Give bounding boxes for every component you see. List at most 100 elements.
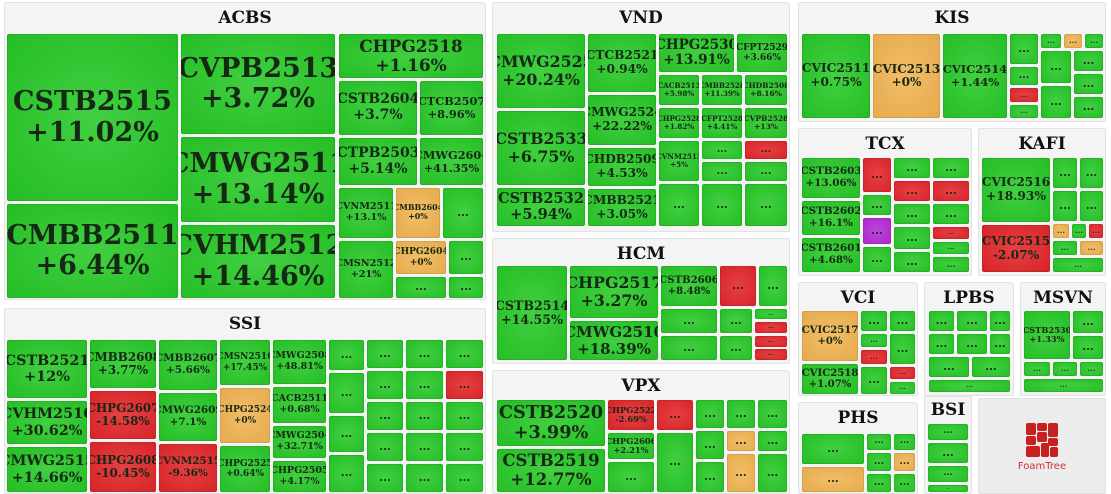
tile[interactable]: ... bbox=[755, 322, 787, 333]
tile[interactable]: CMWG2525+20.24% bbox=[497, 34, 585, 108]
tile[interactable]: ... bbox=[367, 402, 403, 430]
tile[interactable]: ... bbox=[863, 218, 891, 244]
tile[interactable]: CHPG2524 +0% bbox=[220, 388, 270, 443]
tile[interactable]: ... bbox=[894, 181, 930, 201]
tile[interactable]: ... bbox=[929, 357, 969, 377]
tile[interactable]: ... bbox=[659, 184, 699, 226]
tile[interactable]: ... bbox=[1041, 51, 1071, 83]
tile[interactable]: CVHM2516+30.62% bbox=[7, 401, 87, 444]
tile[interactable]: ... bbox=[446, 371, 483, 399]
tile[interactable]: ... bbox=[1064, 34, 1082, 48]
tile[interactable]: ... bbox=[1089, 224, 1103, 238]
tile[interactable]: ... bbox=[406, 464, 443, 492]
tile[interactable]: CTCB2507 +8.96% bbox=[420, 81, 483, 135]
tile[interactable]: ... bbox=[696, 400, 724, 428]
tile[interactable]: ... bbox=[1080, 362, 1103, 376]
tile[interactable]: ... bbox=[863, 247, 891, 272]
tile[interactable]: ... bbox=[696, 462, 724, 492]
tile[interactable]: ... bbox=[1074, 51, 1103, 71]
tile[interactable]: CSTB2601 +4.68% bbox=[802, 238, 860, 272]
tile[interactable]: CHDB2509 +4.53% bbox=[588, 148, 656, 186]
tile[interactable]: ... bbox=[1080, 158, 1103, 188]
tile[interactable]: ... bbox=[657, 400, 693, 430]
tile[interactable]: ... bbox=[1010, 67, 1038, 85]
tile[interactable]: CVIC2516 +18.93% bbox=[982, 158, 1050, 222]
tile[interactable]: ... bbox=[933, 204, 969, 224]
tile[interactable]: CVIC2518 +1.07% bbox=[802, 364, 858, 394]
tile[interactable]: ... bbox=[894, 453, 915, 471]
tile[interactable]: ... bbox=[367, 340, 403, 368]
tile[interactable]: ... bbox=[929, 311, 954, 331]
tile[interactable]: ... bbox=[720, 266, 756, 306]
tile[interactable]: ... bbox=[758, 400, 787, 428]
tile[interactable]: CMWG2504+32.71% bbox=[273, 426, 326, 458]
tile[interactable]: CMWG2609+7.1% bbox=[159, 393, 217, 441]
tile[interactable]: CSTB2532 +5.94% bbox=[497, 188, 585, 226]
tile[interactable]: ... bbox=[1080, 241, 1103, 255]
tile[interactable]: CMBB2511 +6.44% bbox=[7, 204, 178, 298]
tile[interactable]: ... bbox=[702, 162, 742, 181]
tile[interactable]: ... bbox=[449, 277, 483, 298]
tile[interactable]: ... bbox=[1024, 379, 1103, 392]
tile[interactable]: ... bbox=[755, 349, 787, 360]
tile[interactable]: CHPG2530 +13.91% bbox=[659, 34, 734, 72]
tile[interactable]: ... bbox=[406, 340, 443, 368]
tile[interactable]: CHPG2517 +3.27% bbox=[570, 266, 658, 318]
tile[interactable]: ... bbox=[1073, 311, 1103, 333]
tile[interactable]: CMBB2607+5.66% bbox=[159, 340, 217, 390]
tile[interactable]: ... bbox=[933, 181, 969, 201]
tile[interactable]: ... bbox=[1010, 88, 1038, 102]
tile[interactable]: ... bbox=[957, 311, 987, 331]
tile[interactable]: CSTB2530 +1.33% bbox=[1024, 311, 1070, 359]
tile[interactable]: CVPB2528 +13% bbox=[745, 108, 787, 138]
tile[interactable]: ... bbox=[894, 204, 930, 224]
tile[interactable]: ... bbox=[367, 464, 403, 492]
tile[interactable]: ... bbox=[933, 227, 969, 239]
tile[interactable]: ... bbox=[608, 462, 654, 492]
tile[interactable]: ... bbox=[661, 336, 717, 360]
tile[interactable]: ... bbox=[972, 357, 1010, 377]
tile[interactable]: ... bbox=[696, 431, 724, 459]
tile[interactable]: ... bbox=[720, 336, 752, 360]
tile[interactable]: ... bbox=[933, 257, 969, 272]
tile[interactable]: ... bbox=[863, 158, 891, 192]
tile[interactable]: ... bbox=[329, 455, 364, 492]
tile[interactable]: ... bbox=[863, 195, 891, 215]
tile[interactable]: CHDB2508 +8.16% bbox=[745, 75, 787, 105]
tile[interactable]: ... bbox=[894, 158, 930, 178]
tile[interactable]: CHPG2607 -14.58% bbox=[90, 391, 156, 439]
tile[interactable]: ... bbox=[329, 416, 364, 452]
tile[interactable]: ... bbox=[702, 184, 742, 226]
tile[interactable]: ... bbox=[727, 400, 755, 428]
tile[interactable]: CVNM2511+13.1% bbox=[339, 188, 393, 238]
tile[interactable]: CACB2513 +5.98% bbox=[659, 75, 699, 105]
tile[interactable]: ... bbox=[894, 252, 930, 272]
tile[interactable]: ... bbox=[867, 434, 891, 450]
tile[interactable]: CVPB2513 +3.72% bbox=[181, 34, 335, 134]
tile[interactable]: ... bbox=[929, 380, 1010, 392]
tile[interactable]: CMBB2608+3.77% bbox=[90, 340, 156, 388]
tile[interactable]: ... bbox=[755, 336, 787, 347]
tile[interactable]: CMWG2524+22.22% bbox=[588, 95, 656, 145]
tile[interactable]: ... bbox=[890, 334, 915, 364]
tile[interactable]: CSTB2515 +11.02% bbox=[7, 34, 178, 201]
tile[interactable]: ... bbox=[867, 453, 891, 471]
tile[interactable]: ... bbox=[727, 431, 755, 451]
tile[interactable]: CVNM2513+5% bbox=[659, 141, 699, 181]
tile[interactable]: CHPG2528 +1.82% bbox=[659, 108, 699, 138]
tile[interactable]: ... bbox=[1073, 336, 1103, 359]
tile[interactable]: ... bbox=[1072, 224, 1086, 238]
tile[interactable]: CSTB2520 +3.99% bbox=[497, 400, 605, 446]
tile[interactable]: ... bbox=[755, 309, 787, 319]
tile[interactable]: ... bbox=[745, 141, 787, 159]
tile[interactable]: CVIC2511 +0.75% bbox=[802, 34, 870, 118]
tile[interactable]: ... bbox=[720, 309, 752, 333]
tile[interactable]: ... bbox=[1041, 86, 1071, 118]
tile[interactable]: ... bbox=[758, 431, 787, 451]
tile[interactable]: ... bbox=[702, 141, 742, 159]
tile[interactable]: ... bbox=[929, 334, 954, 354]
tile[interactable]: CSTB2603 +13.06% bbox=[802, 158, 860, 198]
tile[interactable]: ... bbox=[894, 227, 930, 249]
tile[interactable]: ... bbox=[802, 467, 864, 492]
tile[interactable]: ... bbox=[890, 311, 915, 331]
